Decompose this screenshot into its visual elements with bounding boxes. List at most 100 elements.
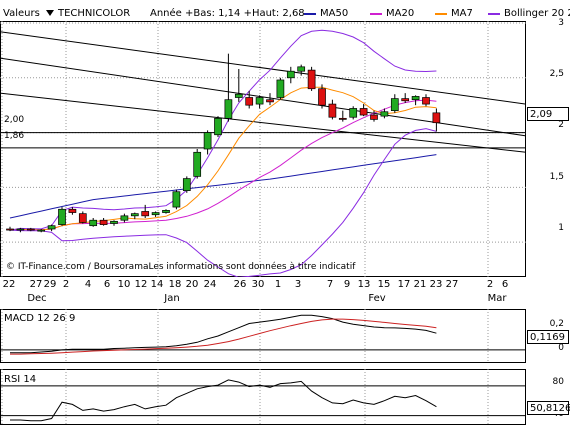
rsi-last-value: 50,8126 [527,401,570,415]
price-tick-1-5: 1,5 [549,172,564,182]
chart-header: Valeurs TECHNICOLOR Année +Bas: 1,14 +Ha… [0,0,570,28]
candle-body-8 [89,219,98,227]
candle-body-40 [422,97,430,105]
month-label-mar: Mar [487,293,507,304]
candle-body-3 [37,229,46,232]
candle-body-4 [47,225,56,230]
candle-body-34 [359,108,368,116]
date-tick-19: 15 [377,279,391,290]
ma7-swatch [435,13,447,15]
ma7-line [9,86,437,231]
candle-body-21 [224,99,233,119]
date-tick-13: 30 [251,279,265,290]
price-tick-2-5: 2,5 [549,69,564,79]
macd-series-0 [10,314,437,354]
date-tick-10: 20 [185,279,199,290]
macd-chart-svg [0,309,526,363]
candle-body-41 [432,112,441,124]
date-tick-16: 7 [326,279,334,290]
price-tick-1: 1 [558,223,564,233]
bollinger-lower [9,128,437,277]
candle-body-14 [151,212,160,216]
price-panel [0,21,526,277]
data-source-note: © IT-Finance.com / BoursoramaLes informa… [6,262,356,272]
candle-body-29 [307,69,316,90]
rsi-chart-svg [0,369,526,425]
trend-line-upper [0,31,526,105]
ma50-swatch [304,13,316,15]
date-tick-15: 3 [294,279,302,290]
candle-body-18 [193,151,202,177]
candle-body-12 [130,213,139,217]
candle-body-30 [318,88,326,106]
candle-body-15 [162,210,170,213]
date-axis: 22 27 29 2 4 6 10 12 14 18 20 24 26 30 1 3 7 9 13 15 17 21 23 2… [0,277,526,307]
date-tick-23: 27 [445,279,459,290]
candle-body-32 [338,117,347,120]
candle-body-9 [99,219,108,225]
macd-y-axis: 0,2 0 [526,309,570,363]
date-tick-1: 27 [29,279,43,290]
candle-body-19 [203,132,212,150]
ma20-swatch [370,13,382,15]
legend-ma20: MA20 [386,8,415,19]
date-tick-9: 18 [168,279,182,290]
legend-ma7: MA7 [451,8,473,19]
hline-label-2: 2,00 [4,115,25,125]
candle-body-6 [68,208,77,213]
stock-name: TECHNICOLOR [58,8,131,19]
candle-body-2 [26,228,35,231]
month-label-jan: Jan [164,293,180,304]
candle-body-38 [401,98,410,102]
macd-tick-zero: 0 [558,343,564,353]
price-tick-3: 3 [558,18,564,28]
menu-toggle[interactable]: Valeurs [3,8,54,19]
candle-body-22 [234,93,243,98]
date-tick-14: 1 [274,279,282,290]
ma20-line [9,99,437,231]
date-tick-6: 10 [117,279,131,290]
macd-title: MACD 12 26 9 [4,313,76,324]
legend-ma50: MA50 [320,8,349,19]
candle-body-35 [370,114,378,120]
candle-body-33 [349,108,358,118]
macd-last-value: 0,1169 [527,330,569,344]
bollinger-swatch [488,13,500,15]
bollinger-upper [9,29,437,231]
month-label-fev: Fev [368,293,386,304]
legend-bollinger: Bollinger 20 2.0 [504,8,570,19]
rsi-title: RSI 14 [4,374,37,385]
rsi-tick-80: 80 [552,377,564,387]
date-tick-20: 17 [397,279,411,290]
rsi-y-axis: 80 40 [526,369,570,425]
candle-body-7 [78,213,87,223]
candle-body-24 [255,97,264,105]
date-tick-2: 29 [43,279,57,290]
candle-body-0 [6,228,14,231]
price-tick-2: 2 [558,120,564,130]
date-tick-24: 2 [486,279,494,290]
trend-line-middle [0,57,526,137]
month-label-dec: Dec [27,293,47,304]
candle-body-31 [328,103,337,118]
date-tick-21: 21 [413,279,427,290]
trend-line-lower [0,92,526,153]
date-tick-17: 9 [343,279,351,290]
date-tick-4: 4 [84,279,92,290]
date-tick-12: 26 [233,279,247,290]
candle-body-39 [411,96,420,101]
candle-body-37 [390,98,399,112]
candle-body-20 [214,117,222,136]
range-info: Année +Bas: 1,14 +Haut: 2,68 [150,8,305,19]
date-tick-11: 24 [203,279,217,290]
macd-panel [0,309,526,363]
macd-series-1 [10,318,437,355]
candle-body-17 [182,178,191,191]
candle-body-11 [120,215,129,221]
price-last-value: 2,09 [527,107,569,121]
date-tick-3: 2 [62,279,70,290]
date-tick-25: 6 [501,279,509,290]
macd-tick-high: 0,2 [549,319,564,329]
candle-body-25 [266,99,274,103]
